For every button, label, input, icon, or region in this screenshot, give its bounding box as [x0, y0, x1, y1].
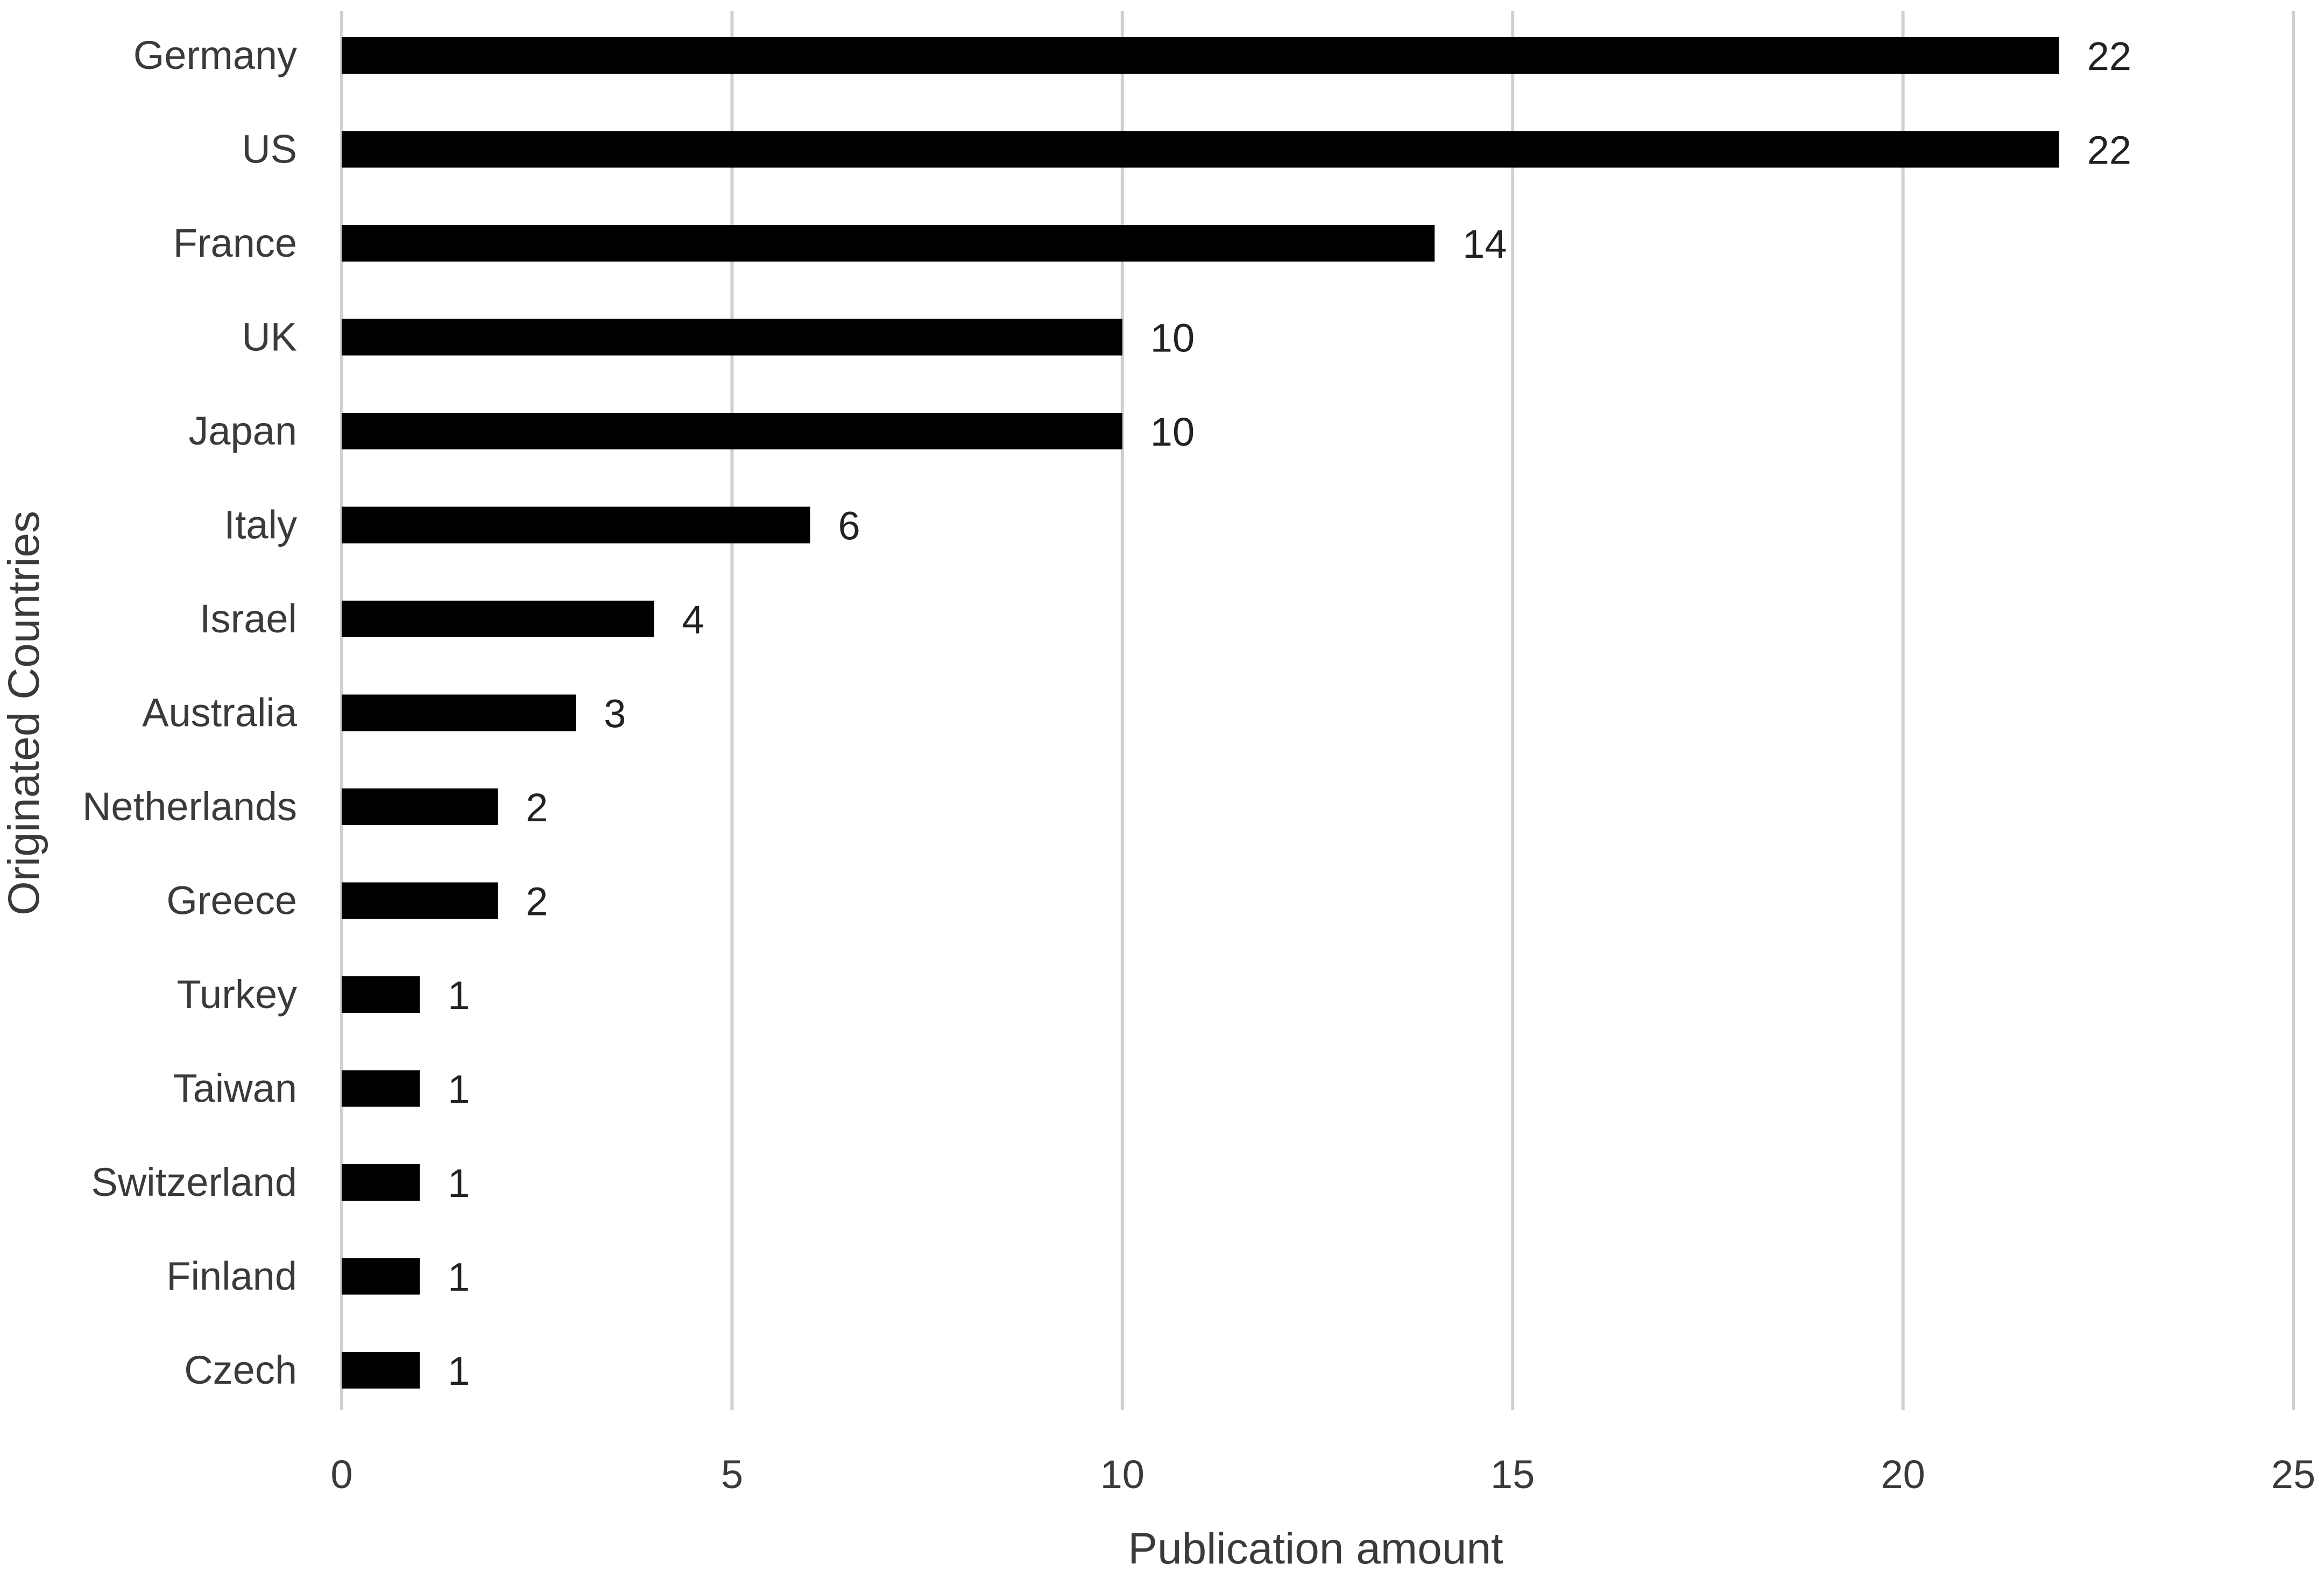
- bar-israel: [342, 601, 654, 637]
- bar-uk: [342, 319, 1122, 356]
- bar-us: [342, 131, 2059, 168]
- data-label: 1: [448, 1161, 470, 1206]
- x-tick-label: 0: [330, 1452, 352, 1497]
- bar-taiwan: [342, 1070, 420, 1107]
- data-label: 4: [682, 597, 704, 642]
- bar-australia: [342, 694, 576, 731]
- y-axis-title: Originated Countries: [0, 511, 48, 915]
- grid-lines: [340, 11, 2295, 1410]
- category-label: Netherlands: [82, 784, 297, 829]
- bar-france: [342, 225, 1435, 262]
- category-label: Switzerland: [91, 1160, 297, 1204]
- x-tick-label: 15: [1491, 1452, 1535, 1497]
- category-label: Germany: [133, 33, 297, 78]
- bar-czech: [342, 1352, 420, 1389]
- data-label: 1: [448, 1349, 470, 1393]
- data-label: 6: [838, 504, 860, 548]
- x-tick-label: 5: [721, 1452, 743, 1497]
- data-label: 10: [1150, 316, 1195, 361]
- data-label: 10: [1150, 410, 1195, 454]
- data-label: 2: [526, 879, 548, 924]
- x-tick-label: 25: [2271, 1452, 2315, 1497]
- data-label: 14: [1463, 222, 1507, 266]
- bar-germany: [342, 37, 2059, 74]
- data-label: 1: [448, 973, 470, 1018]
- bars: [342, 37, 2059, 1389]
- category-label: Italy: [224, 503, 297, 547]
- category-label: Australia: [142, 691, 298, 735]
- bar-greece: [342, 882, 498, 919]
- category-label: Turkey: [177, 972, 297, 1017]
- bar-switzerland: [342, 1164, 420, 1201]
- category-label: Israel: [200, 596, 297, 641]
- x-tick-label: 10: [1100, 1452, 1145, 1497]
- category-label: Greece: [166, 878, 297, 923]
- x-tick-labels: 0 5 10 15 20 25: [330, 1452, 2315, 1497]
- category-label: US: [242, 127, 297, 172]
- data-label: 2: [526, 785, 548, 830]
- x-tick-label: 20: [1881, 1452, 1925, 1497]
- data-label: 1: [448, 1255, 470, 1300]
- category-label: Japan: [188, 408, 297, 453]
- category-label: France: [173, 221, 297, 265]
- data-label: 22: [2087, 128, 2131, 173]
- category-label: Finland: [166, 1254, 297, 1299]
- category-label: Taiwan: [173, 1066, 297, 1111]
- category-labels: Germany US France UK Japan Italy Israel Austral…: [82, 33, 298, 1392]
- bar-finland: [342, 1258, 420, 1295]
- data-label: 3: [604, 692, 626, 736]
- data-label: 22: [2087, 34, 2131, 79]
- bar-netherlands: [342, 788, 498, 825]
- data-label: 1: [448, 1067, 470, 1112]
- bar-italy: [342, 506, 810, 544]
- x-axis-title: Publication amount: [1128, 1524, 1503, 1571]
- category-label: UK: [242, 315, 297, 360]
- bar-turkey: [342, 976, 420, 1013]
- category-label: Czech: [184, 1348, 297, 1392]
- bar-japan: [342, 413, 1122, 449]
